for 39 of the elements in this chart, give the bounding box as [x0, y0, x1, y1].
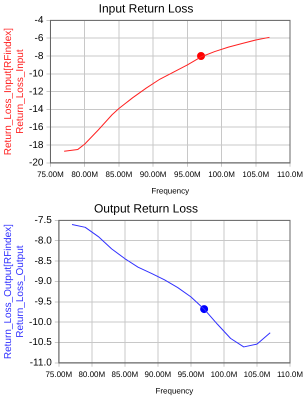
x-tick-label: 100.0M: [208, 170, 236, 179]
y-tick-label: -9.0: [34, 276, 52, 288]
y-tick-label: -20: [29, 158, 44, 169]
y-tick-label: -8: [34, 50, 44, 62]
y-tick-label: -10.0: [28, 316, 52, 328]
y-tick-label: -8.0: [34, 235, 52, 246]
x-tick-label: 95.00M: [174, 170, 202, 179]
y-tick-label: -7.5: [34, 215, 52, 226]
y-tick-label: -9.5: [34, 296, 52, 308]
y-axis-title: Return_Loss_Output[RFindex] Return_Loss_Output: [2, 224, 26, 360]
y-tick-label: -8.5: [34, 256, 52, 267]
x-tick-label: 110.0M: [276, 170, 304, 179]
x-tick-label: 90.00M: [140, 170, 167, 179]
y-axis-title: Return_Loss_Input[RFindex] Return_Loss_Input: [2, 28, 26, 156]
y-tick-label: -14: [29, 104, 44, 116]
x-axis-title: Frequency: [151, 186, 190, 196]
chart-title: Output Return Loss: [94, 202, 198, 216]
x-tick-label: 110.0M: [276, 370, 304, 379]
x-tick-label: 80.00M: [71, 170, 98, 179]
y-tick-label: -6: [34, 32, 44, 44]
x-tick-label: 75.00M: [45, 370, 72, 379]
x-tick-label: 105.0M: [242, 170, 270, 179]
y-tick-label: -18: [29, 140, 44, 151]
x-tick-label: 80.00M: [78, 370, 106, 379]
x-axis-title: Frequency: [156, 386, 194, 396]
x-tick-label: 90.00M: [144, 370, 172, 379]
y-tick-label: -11.0: [30, 358, 52, 369]
y-tick-label: -16: [29, 122, 44, 133]
x-tick-label: 95.00M: [178, 370, 205, 379]
x-tick-label: 75.00M: [37, 170, 64, 179]
y-tick-label: -4: [34, 15, 44, 26]
x-tick-label: 100.0M: [210, 370, 238, 379]
y-tick-label: -10: [29, 68, 44, 80]
y-tick-label: -10.5: [28, 337, 52, 348]
chart-title: Input Return Loss: [98, 2, 194, 16]
y-tick-label: -12: [29, 86, 44, 98]
x-tick-label: 105.0M: [244, 370, 271, 379]
x-tick-label: 85.00M: [106, 170, 133, 179]
x-tick-label: 85.00M: [112, 370, 139, 379]
